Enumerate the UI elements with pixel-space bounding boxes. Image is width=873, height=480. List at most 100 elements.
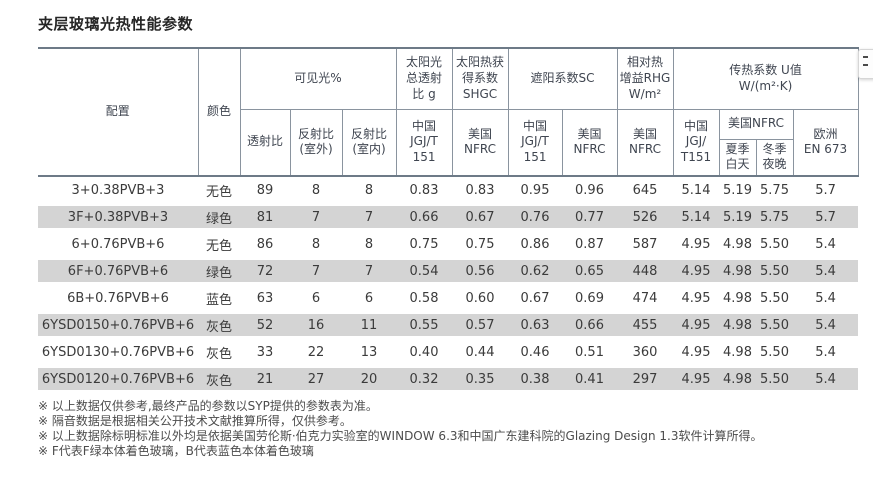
value-cell: 0.75 xyxy=(409,236,439,252)
value-cell: 0.86 xyxy=(520,236,550,252)
value-cell: 86 xyxy=(256,236,274,252)
value-cell: 0.76 xyxy=(508,203,563,231)
clipped-side-widget[interactable] xyxy=(858,49,873,79)
value-cell: 7 xyxy=(342,203,397,231)
value-cell: 5.7 xyxy=(815,182,836,198)
header-config: 配置 xyxy=(38,48,199,177)
table-row: 6F+0.76PVB+6 绿色 72 7 7 0.54 0.56 0.62 0.65 448 4.9… xyxy=(38,257,859,285)
value-cell: 0.87 xyxy=(575,236,604,252)
value-cell: 16 xyxy=(290,311,342,339)
header-g-china: 中国 JGJ/T 151 xyxy=(395,109,453,177)
footnote-line: ※ 以上数据仅供参考,最终产品的参数以SYP提供的参数表为准。 xyxy=(38,399,378,413)
value-cell: 5.4 xyxy=(793,257,859,285)
header-group-shgc: 太阳热获 得系数 SHGC xyxy=(451,48,509,110)
value-cell: 绿色 xyxy=(198,257,240,285)
value-cell: 8 xyxy=(364,182,374,198)
value-cell: 4.95 xyxy=(681,236,711,252)
table-row: 6+0.76PVB+6 无色 86 8 8 0.75 0.75 0.86 0.87 587 4.95… xyxy=(38,231,858,258)
value-cell: 5.50 xyxy=(756,311,794,339)
config-cell: 6YSD0150+0.76PVB+6 xyxy=(38,311,198,339)
value-cell: 4.98 xyxy=(723,344,752,360)
value-cell: 无色 xyxy=(205,238,232,254)
value-cell: 4.98 xyxy=(719,365,757,393)
header-u-china: 中国 JGJ/ T151 xyxy=(672,109,720,177)
value-cell: 0.57 xyxy=(452,311,509,339)
table-row: 3F+0.38PVB+3 绿色 81 7 7 0.66 0.67 0.76 0.77 526 5.1… xyxy=(38,203,859,231)
value-cell: 4.98 xyxy=(719,311,757,339)
header-group-sc: 遮阳系数SC xyxy=(507,48,618,110)
table-header: 配置 颜色 可见光% 太阳光 总透射 比 g 太阳热获 得系数 SHGC 遮阳系… xyxy=(38,48,859,177)
value-cell: 81 xyxy=(240,203,290,231)
table-row: 3+0.38PVB+3 无色 89 8 8 0.83 0.83 0.95 0.96 645 5.14… xyxy=(38,176,858,204)
header-group-rhg: 相对热 增益RHG W/m² xyxy=(616,48,674,110)
value-cell: 5.50 xyxy=(756,365,794,393)
value-cell: 4.95 xyxy=(673,365,720,393)
value-cell: 0.95 xyxy=(520,182,550,198)
value-cell: 8 xyxy=(311,182,321,198)
header-u-summer-day: 夏季 白天 xyxy=(719,139,757,177)
header-u-winter-night: 冬季 夜晚 xyxy=(755,139,794,177)
value-cell: 4.98 xyxy=(723,290,752,306)
value-cell: 0.65 xyxy=(562,257,618,285)
value-cell: 0.67 xyxy=(452,203,509,231)
header-group-solar-g: 太阳光 总透射 比 g xyxy=(395,48,453,110)
value-cell: 无色 xyxy=(205,184,232,200)
value-cell: 0.63 xyxy=(508,311,563,339)
value-cell: 526 xyxy=(617,203,674,231)
value-cell: 0.38 xyxy=(508,365,563,393)
config-cell: 6YSD0130+0.76PVB+6 xyxy=(41,344,195,360)
value-cell: 0.51 xyxy=(575,344,604,360)
value-cell: 7 xyxy=(342,257,397,285)
value-cell: 0.55 xyxy=(396,311,453,339)
value-cell: 0.32 xyxy=(396,365,453,393)
value-cell: 20 xyxy=(342,365,397,393)
config-cell: 6YSD0120+0.76PVB+6 xyxy=(38,365,198,393)
value-cell: 6 xyxy=(311,290,321,306)
header-sc-china: 中国 JGJ/T 151 xyxy=(507,109,563,177)
value-cell: 0.83 xyxy=(465,182,495,198)
value-cell: 0.40 xyxy=(409,344,439,360)
value-cell: 5.4 xyxy=(815,344,836,360)
header-rhg-us: 美国 NFRC xyxy=(616,109,674,177)
value-cell: 8 xyxy=(364,236,374,252)
value-cell: 0.60 xyxy=(465,290,495,306)
value-cell: 5.4 xyxy=(815,290,836,306)
value-cell: 0.66 xyxy=(562,311,618,339)
value-cell: 0.35 xyxy=(452,365,509,393)
header-color: 颜色 xyxy=(197,48,241,177)
table-row: 6YSD0120+0.76PVB+6 灰色 21 27 20 0.32 0.35 0.38 0.… xyxy=(38,365,859,393)
value-cell: 6 xyxy=(364,290,374,306)
value-cell: 灰色 xyxy=(198,365,240,393)
value-cell: 33 xyxy=(256,344,274,360)
header-u-us-nfrc: 美国NFRC xyxy=(718,109,794,140)
value-cell: 5.75 xyxy=(756,203,794,231)
table-container: 配置 颜色 可见光% 太阳光 总透射 比 g 太阳热获 得系数 SHGC 遮阳系… xyxy=(38,47,859,393)
value-cell: 4.95 xyxy=(681,290,711,306)
footnote-line: ※ F代表F绿本体着色玻璃，B代表蓝色本体着色玻璃 xyxy=(38,444,314,458)
value-cell: 5.4 xyxy=(793,311,859,339)
value-cell: 4.95 xyxy=(673,257,720,285)
value-cell: 0.46 xyxy=(520,344,550,360)
config-cell: 3F+0.38PVB+3 xyxy=(38,203,198,231)
page-title: 夹层玻璃光热性能参数 xyxy=(38,15,194,33)
value-cell: 灰色 xyxy=(198,311,240,339)
value-cell: 13 xyxy=(360,344,378,360)
value-cell: 0.67 xyxy=(520,290,550,306)
value-cell: 4.95 xyxy=(673,311,720,339)
value-cell: 297 xyxy=(617,365,674,393)
value-cell: 5.14 xyxy=(681,182,711,198)
value-cell: 0.77 xyxy=(562,203,618,231)
value-cell: 52 xyxy=(240,311,290,339)
value-cell: 72 xyxy=(240,257,290,285)
value-cell: 5.50 xyxy=(760,290,789,306)
value-cell: 0.75 xyxy=(465,236,495,252)
value-cell: 360 xyxy=(632,344,658,360)
value-cell: 448 xyxy=(617,257,674,285)
value-cell: 0.69 xyxy=(575,290,604,306)
header-reflect-out: 反射比 (室外) xyxy=(289,109,343,177)
value-cell: 645 xyxy=(632,182,658,198)
header-sc-us: 美国 NFRC xyxy=(561,109,618,177)
value-cell: 21 xyxy=(240,365,290,393)
value-cell: 0.54 xyxy=(396,257,453,285)
config-cell: 6B+0.76PVB+6 xyxy=(67,290,169,306)
